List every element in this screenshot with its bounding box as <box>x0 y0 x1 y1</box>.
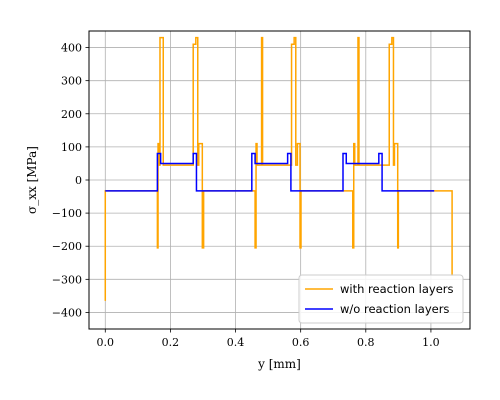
x-tick-label: 0.2 <box>162 336 180 349</box>
x-tick-label: 0.4 <box>227 336 245 349</box>
series-line-with-reaction-layers <box>104 36 453 301</box>
y-tick-label: −300 <box>52 273 82 286</box>
y-tick-label: 0 <box>75 174 82 187</box>
y-tick-label: 200 <box>61 108 82 121</box>
y-axis-label: σ_xx [MPa] <box>25 146 39 214</box>
legend-label-with-reaction-layers: with reaction layers <box>340 282 454 296</box>
y-tick-label: −200 <box>52 240 82 253</box>
y-tick-label: 100 <box>61 141 82 154</box>
series-group <box>104 36 453 301</box>
y-tick-label: −100 <box>52 207 82 220</box>
x-tick-label: 1.0 <box>422 336 440 349</box>
x-tick-label: 0.6 <box>292 336 310 349</box>
grid <box>89 31 470 329</box>
x-tick-label: 0.0 <box>97 336 115 349</box>
y-tick-label: 300 <box>61 75 82 88</box>
axis-ticks: 0.0 0.2 0.4 0.6 0.8 1.0 −400 −300 −200 −100 0 100 20… <box>52 42 440 349</box>
y-tick-label: 400 <box>61 42 82 55</box>
x-axis-label: y [mm] <box>257 357 301 371</box>
legend: with reaction layers w/o reaction layers <box>298 274 464 324</box>
legend-label-without-reaction-layers: w/o reaction layers <box>340 302 449 316</box>
series-line-without-reaction-layers <box>105 152 435 192</box>
legend-box <box>298 274 464 324</box>
y-tick-label: −400 <box>52 306 82 319</box>
x-tick-label: 0.8 <box>357 336 375 349</box>
